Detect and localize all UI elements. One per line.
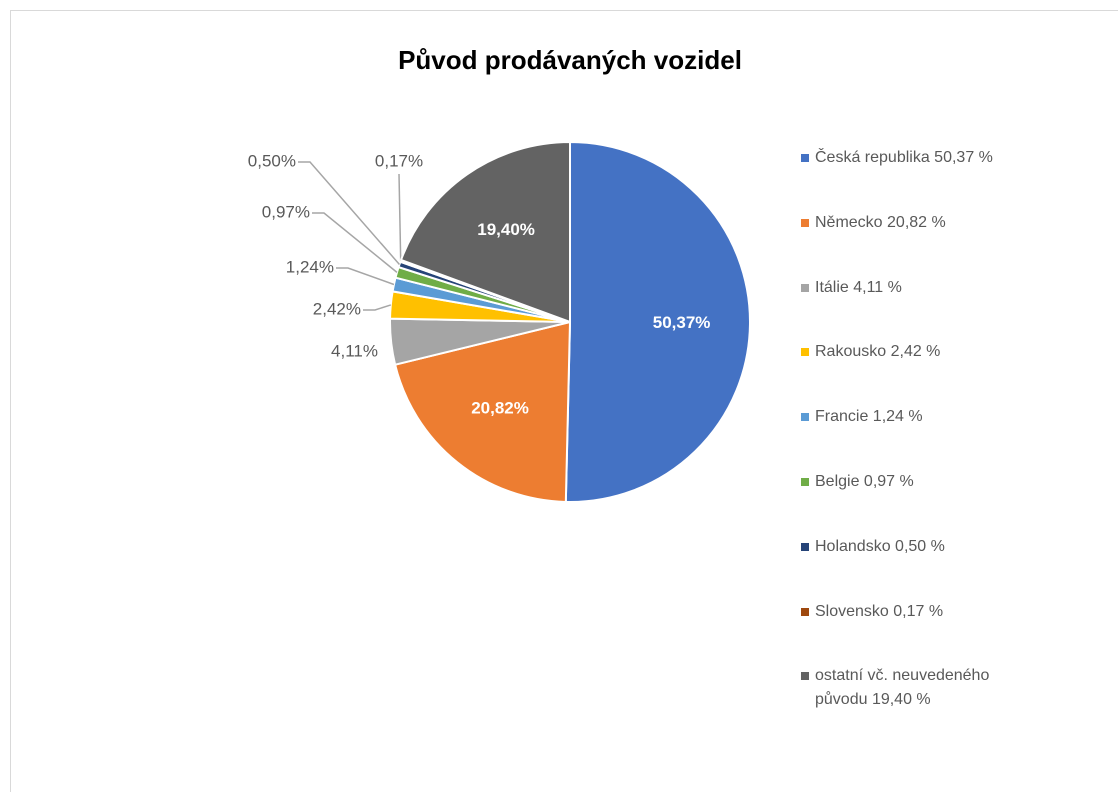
data-label: 1,24% [286,257,334,276]
data-label: 4,11% [331,341,378,360]
data-label: 50,37% [653,313,711,332]
legend-swatch [801,478,809,486]
data-label: 20,82% [471,398,529,417]
chart-title: Původ prodávaných vozidel [398,45,742,75]
legend-label: Holandsko 0,50 % [815,537,945,555]
legend-swatch [801,672,809,681]
legend-swatch [801,542,809,551]
legend-label: ostatní vč. neuvedeného původu 19,40 % [815,667,990,709]
leader-line [298,161,401,265]
leader-line [336,267,395,286]
legend-label: Francie 1,24 % [815,408,923,426]
legend-swatch [801,348,809,357]
data-label: 19,40% [477,220,535,239]
legend-label: Slovensko 0,17 % [815,602,944,620]
pie-slice [393,320,572,503]
data-label: 0,50% [248,151,296,170]
data-label: 2,42% [313,299,361,318]
legend-swatch [801,154,809,162]
legend-label: Německo 20,82 % [815,213,946,231]
pie-slice [564,140,751,503]
legend-swatch [801,218,809,227]
leader-line [398,173,402,261]
leader-line [363,304,392,311]
data-label: 0,97% [262,202,310,221]
pie-slice [399,140,571,324]
legend-swatch [801,607,809,616]
legend-label: Česká republika 50,37 % [815,149,993,166]
legend-label: Rakousko 2,42 % [815,343,941,361]
leader-line [312,212,398,273]
legend-swatch [801,413,809,422]
data-label: 0,17% [375,151,423,170]
legend-swatch [801,283,809,292]
legend-label: Belgie 0,97 % [815,473,914,490]
legend-label: Itálie 4,11 % [815,278,902,296]
